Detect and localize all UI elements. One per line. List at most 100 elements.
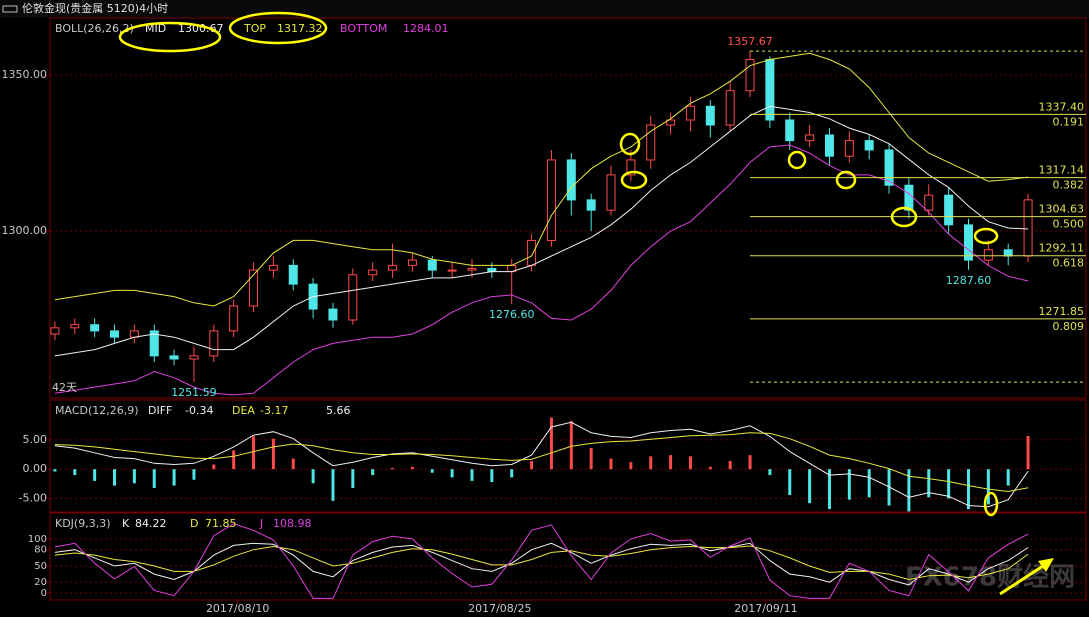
fib-price-label: 1271.85 xyxy=(1039,305,1085,318)
candle-body xyxy=(50,327,60,335)
y-tick-label: 80 xyxy=(34,545,47,556)
fib-ratio-label: 0.618 xyxy=(1053,257,1085,270)
candle-body xyxy=(388,264,398,271)
candle-body xyxy=(1003,249,1013,257)
legend-value: 1317.32 xyxy=(277,22,323,35)
indicator-line xyxy=(54,432,1029,493)
candle-body xyxy=(566,159,576,201)
period-label: 42天 xyxy=(52,381,77,394)
candle-body xyxy=(149,330,159,357)
highlight-ring xyxy=(228,11,328,45)
highlight-ring xyxy=(890,206,918,228)
legend-value: -3.17 xyxy=(260,404,288,417)
candle-body xyxy=(427,259,437,271)
indicator-line xyxy=(54,144,1029,396)
candle-body xyxy=(348,274,358,321)
y-tick-label: 1350.00 xyxy=(2,68,48,81)
candle-body xyxy=(606,174,616,211)
fib-ratio-label: 0.500 xyxy=(1053,218,1085,231)
candle-body xyxy=(725,90,735,126)
legend-value: 108.98 xyxy=(273,517,312,530)
indicator-line xyxy=(54,545,1029,581)
header-title: 伦敦金现(贵金属 5120)4小时 xyxy=(22,1,168,15)
candle-body xyxy=(626,159,636,176)
indicator-line xyxy=(54,523,1029,599)
candle-body xyxy=(288,264,298,285)
legend-value: 1284.01 xyxy=(403,22,449,35)
trend-arrow xyxy=(999,562,1047,596)
y-tick-label: -5.00 xyxy=(19,492,47,505)
y-tick-label: 20 xyxy=(34,577,47,588)
candle-body xyxy=(785,119,795,142)
legend-name: BOTTOM xyxy=(340,22,387,35)
highlight-rings xyxy=(118,11,1054,596)
candle-body xyxy=(447,269,457,272)
indicator-title: MACD(12,26,9) xyxy=(55,404,139,417)
price-panel-frame xyxy=(49,17,1087,399)
candle-body xyxy=(229,305,239,332)
indicator-line xyxy=(54,421,1029,508)
legend-name: J xyxy=(259,517,263,530)
candle-body xyxy=(983,249,993,261)
trend-arrow-head xyxy=(1038,558,1054,572)
candle-body xyxy=(110,330,120,338)
watermark: FX678财经网 xyxy=(905,562,1075,593)
candle-body xyxy=(368,269,378,276)
candle-body xyxy=(805,134,815,142)
candle-body xyxy=(646,124,656,161)
fib-ratio-label: 0.382 xyxy=(1053,179,1085,192)
legend-name: K xyxy=(122,517,130,530)
candle-body xyxy=(586,199,596,211)
legend-value: 84.22 xyxy=(135,517,167,530)
highlight-ring xyxy=(118,21,222,53)
candle-body xyxy=(864,140,874,151)
candle-body xyxy=(963,224,973,261)
y-tick-label: 1300.00 xyxy=(2,224,48,237)
y-tick-label: 5.00 xyxy=(23,433,48,446)
legend-name: TOP xyxy=(243,22,266,35)
fib-ratio-label: 0.809 xyxy=(1053,320,1085,333)
legend-value: 71.85 xyxy=(205,517,237,530)
price-annotation: 1251.59 xyxy=(171,386,217,399)
candle-body xyxy=(90,324,100,332)
candle-body xyxy=(705,105,715,126)
candle-body xyxy=(189,355,199,360)
candle-body xyxy=(824,134,834,157)
legend-value: 5.66 xyxy=(326,404,351,417)
highlight-ring xyxy=(983,491,999,517)
candle-body xyxy=(765,58,775,121)
candle-body xyxy=(884,149,894,186)
candle-body xyxy=(844,140,854,157)
fib-price-label: 1337.40 xyxy=(1039,100,1085,113)
candle-body xyxy=(328,308,338,321)
legend-name: DIFF xyxy=(148,404,172,417)
candle-body xyxy=(268,264,278,271)
legend-name: D xyxy=(190,517,198,530)
x-tick-label: 2017/08/25 xyxy=(468,602,531,615)
candle-body xyxy=(407,259,417,266)
candle-body xyxy=(1023,199,1033,257)
y-tick-label: 50 xyxy=(34,561,47,572)
highlight-ring xyxy=(835,170,857,190)
highlight-ring xyxy=(973,227,999,245)
highlight-ring xyxy=(620,170,648,190)
candle-body xyxy=(666,119,676,126)
legend-value: -0.34 xyxy=(185,404,213,417)
y-tick-label: 100 xyxy=(28,534,47,545)
fib-price-label: 1304.63 xyxy=(1039,203,1085,216)
highlight-ring xyxy=(619,132,641,156)
candle-body xyxy=(249,269,259,307)
candle-body xyxy=(745,58,755,92)
indicator-title: KDJ(9,3,3) xyxy=(55,517,111,530)
candle-body xyxy=(944,194,954,226)
indicator-line xyxy=(54,105,1029,357)
x-tick-label: 2017/09/11 xyxy=(734,602,797,615)
candle-body xyxy=(70,324,80,329)
candle-body xyxy=(129,330,139,338)
candle-body xyxy=(169,355,179,360)
candle-body xyxy=(209,330,219,357)
highlight-ring xyxy=(787,150,807,170)
y-tick-label: 0.00 xyxy=(23,462,48,475)
legend-name: DEA xyxy=(232,404,255,417)
